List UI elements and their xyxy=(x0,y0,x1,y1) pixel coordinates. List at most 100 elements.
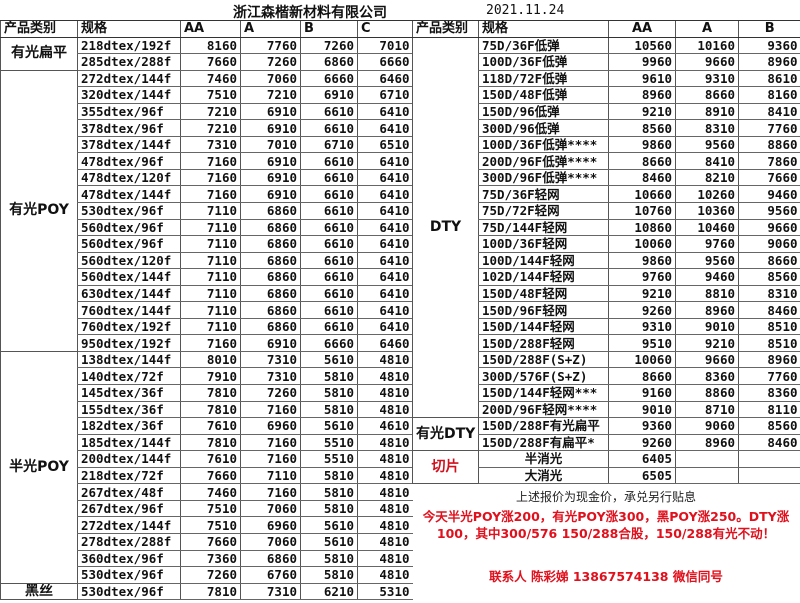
spec-cell: 478dtex/120f xyxy=(77,169,181,187)
spec-cell: 138dtex/144f xyxy=(77,351,181,369)
price-cell: 6910 xyxy=(240,169,301,187)
product-category: DTY xyxy=(412,37,479,419)
table-row: 300D/576F(S+Z) 8660 8360 7760 xyxy=(413,367,800,386)
price-cell: 8610 xyxy=(738,70,800,88)
product-category: 有光POY xyxy=(0,70,78,352)
spec-cell: 185dtex/144f xyxy=(77,434,181,452)
table-row: 530dtex/96f 7260 6760 5810 4810 xyxy=(1,566,413,584)
price-cell: 9210 xyxy=(675,334,739,352)
price-cell: 7060 xyxy=(240,70,301,88)
column-header: C xyxy=(357,20,413,38)
table-row: 185dtex/144f 7810 7160 5510 4810 xyxy=(1,434,413,452)
price-cell: 10260 xyxy=(675,185,739,204)
price-cell: 9310 xyxy=(608,318,676,336)
table-row: 530dtex/96f 7110 6860 6610 6410 xyxy=(1,202,413,220)
price-cell: 9210 xyxy=(608,103,676,121)
price-cell: 6610 xyxy=(300,185,358,204)
spec-cell: 560dtex/96f xyxy=(77,235,181,253)
price-cell xyxy=(675,467,739,485)
spec-cell: 118D/72F低弹 xyxy=(478,70,609,88)
price-cell: 7510 xyxy=(180,500,241,518)
price-cell: 6660 xyxy=(300,334,358,352)
spec-cell: 360dtex/96f xyxy=(77,550,181,568)
price-cell: 5810 xyxy=(300,384,358,402)
price-cell: 6610 xyxy=(300,252,358,270)
price-cell: 7460 xyxy=(180,70,241,88)
price-cell: 8560 xyxy=(738,268,800,286)
price-cell: 7010 xyxy=(357,37,413,55)
price-cell: 6410 xyxy=(357,252,413,270)
column-header: 产品类别 xyxy=(0,20,78,38)
spec-cell: 150D/96低弹 xyxy=(478,103,609,121)
table-row: 182dtex/36f 7610 6960 5610 4610 xyxy=(1,417,413,435)
table-row: 102D/144F轻网 9760 9460 8560 xyxy=(413,268,800,286)
left-price-table: 产品类别 规格 AA A B C 有光扁平 218dtex/192f 8160 7760 7260 7… xyxy=(0,20,413,601)
spec-cell: 530dtex/96f xyxy=(77,202,181,220)
spec-cell: 530dtex/96f xyxy=(77,566,181,584)
table-row: 267dtex/96f 7510 7060 5810 4810 xyxy=(1,500,413,518)
column-header: A xyxy=(240,20,301,38)
spec-cell: 355dtex/96f xyxy=(77,103,181,121)
price-cell: 4810 xyxy=(357,351,413,369)
spec-cell: 75D/36F轻网 xyxy=(478,185,609,204)
price-cell: 10760 xyxy=(608,202,676,220)
price-cell: 6610 xyxy=(300,202,358,220)
price-cell: 8210 xyxy=(675,169,739,187)
price-cell: 5810 xyxy=(300,550,358,568)
table-row: 黑丝 530dtex/96f 7810 7310 6210 5310 xyxy=(0,583,413,601)
price-cell: 6505 xyxy=(608,467,676,485)
spec-cell: 950dtex/192f xyxy=(77,334,181,352)
price-cell: 9560 xyxy=(738,202,800,220)
table-row: 300D/96F低弹**** 8460 8210 7660 xyxy=(413,169,800,187)
table-row: 75D/144F轻网 10860 10460 9660 xyxy=(413,219,800,237)
price-update-note: 今天半光POY涨200，有光POY涨300，黑POY涨250。DTY涨100，其… xyxy=(422,509,790,541)
price-cell: 5810 xyxy=(300,500,358,518)
price-cell: 4810 xyxy=(357,450,413,468)
spec-cell: 267dtex/48f xyxy=(77,483,181,501)
price-cell: 6610 xyxy=(300,235,358,253)
spec-cell: 200D/96F轻网**** xyxy=(478,401,609,419)
price-cell: 7110 xyxy=(180,235,241,253)
price-cell: 8310 xyxy=(738,285,800,303)
spec-cell: 267dtex/96f xyxy=(77,500,181,518)
price-cell: 9210 xyxy=(608,285,676,303)
price-cell: 7810 xyxy=(180,401,241,419)
price-cell: 7260 xyxy=(180,566,241,584)
spec-cell: 300D/96F低弹**** xyxy=(478,169,609,187)
table-row: 150D/48F低弹 8960 8660 8160 xyxy=(413,86,800,104)
price-cell: 6460 xyxy=(357,334,413,352)
price-cell: 6910 xyxy=(240,119,301,137)
price-cell: 7760 xyxy=(738,119,800,137)
price-cell: 6710 xyxy=(300,136,358,154)
price-cell: 4810 xyxy=(357,483,413,501)
table-row: 切片 半消光 6405 xyxy=(412,450,800,485)
price-cell: 8560 xyxy=(608,119,676,137)
spec-cell: 760dtex/144f xyxy=(77,301,181,319)
price-cell: 7610 xyxy=(180,417,241,435)
price-cell: 7110 xyxy=(180,318,241,336)
table-row: 140dtex/72f 7910 7310 5810 4810 xyxy=(1,367,413,386)
price-cell: 8960 xyxy=(608,86,676,104)
price-cell: 9760 xyxy=(675,235,739,253)
price-cell: 8960 xyxy=(738,351,800,369)
table-row: 75D/72F轻网 10760 10360 9560 xyxy=(413,202,800,220)
price-cell: 7010 xyxy=(240,136,301,154)
table-row: 100D/36F轻网 10060 9760 9060 xyxy=(413,235,800,253)
spec-cell: 320dtex/144f xyxy=(77,86,181,104)
notes-area: 上述报价为现金价，承兑另行贴息 今天半光POY涨200，有光POY涨300，黑P… xyxy=(412,486,800,585)
table-row: 100D/144F轻网 9860 9560 8660 xyxy=(413,252,800,270)
price-cell: 8460 xyxy=(738,301,800,319)
table-row: 150D/144F轻网 9310 9010 8510 xyxy=(413,318,800,336)
price-cell: 7660 xyxy=(738,169,800,187)
price-cell: 6210 xyxy=(300,583,358,601)
price-cell: 6460 xyxy=(357,70,413,88)
price-cell: 5610 xyxy=(300,516,358,534)
spec-cell: 560dtex/144f xyxy=(77,268,181,286)
table-row: 630dtex/144f 7110 6860 6610 6410 xyxy=(1,285,413,303)
price-cell: 9010 xyxy=(608,401,676,419)
price-cell: 7310 xyxy=(240,367,301,386)
table-row: 360dtex/96f 7360 6860 5810 4810 xyxy=(1,550,413,568)
price-cell: 6410 xyxy=(357,169,413,187)
price-cell: 7160 xyxy=(180,169,241,187)
table-row: 560dtex/96f 7110 6860 6610 6410 xyxy=(1,219,413,237)
